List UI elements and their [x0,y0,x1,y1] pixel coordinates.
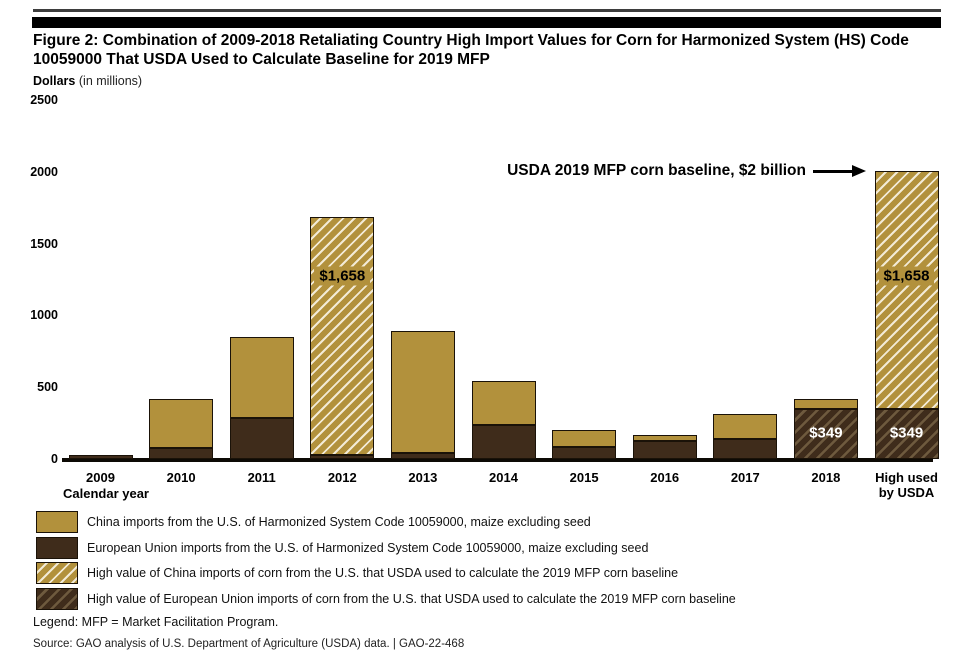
segment-value-label: $1,658 [878,266,935,286]
segment-value-label: $349 [809,424,843,442]
bar-segment-eu-solid [149,448,214,459]
bar-segment-china-solid [713,413,778,439]
bar-2012: $1,658 [310,217,375,459]
source-line: Source: GAO analysis of U.S. Department … [33,638,465,650]
bar-segment-eu-hatch [793,408,858,459]
bar-2011 [229,336,294,459]
y-tick-label: 2500 [30,93,58,107]
bar-2010 [149,398,214,459]
legend-item: European Union imports from the U.S. of … [36,536,736,559]
baseline-annotation: USDA 2019 MFP corn baseline, $2 billion [507,162,866,180]
y-axis-title-note: (in millions) [78,74,143,88]
annotation-arrow-line [813,169,852,173]
bar-segment-eu-solid [632,441,697,459]
bar-chart: 2500 2000 1500 1000 500 0 $1,658 $349 $1,658 $34… [30,93,939,501]
bar-2013 [390,331,455,459]
x-tick-label: 2015 [569,470,599,485]
legend-swatch-eu-solid [36,536,78,559]
bar-2009 [68,454,133,459]
x-tick-label: 2016 [650,470,680,485]
legend-label: China imports from the U.S. of Harmonize… [87,515,591,529]
bar-segment-china-solid [552,429,617,448]
bar-segment-china-solid [793,398,858,409]
bar-segment-china-solid [390,331,455,453]
x-axis-line [62,458,933,462]
legend-label: High value of China imports of corn from… [87,566,679,580]
bar-segment-eu-hatch [874,408,939,459]
x-tick-label: 2009 [86,470,115,485]
bar-high-used-by-usda: $1,658 $349 [874,170,939,459]
segment-value-label: $349 [889,424,924,442]
x-tick-label: 2011 [247,470,276,485]
bar-segment-eu-solid [471,424,536,459]
x-tick-label: 2012 [327,470,357,485]
bar-2015 [552,429,617,459]
y-tick-label: 1000 [30,308,58,323]
x-tick-label: 2010 [166,470,196,485]
bar-segment-eu-solid [552,447,617,459]
bar-segment-china-solid [149,398,214,449]
x-tick-label: 2014 [489,470,518,485]
legend-note: Legend: MFP = Market Facilitation Progra… [33,615,279,629]
legend-item: High value of China imports of corn from… [36,562,736,584]
bar-segment-eu-solid [310,455,375,459]
legend-swatch-eu-hatch [36,587,78,610]
bar-segment-china-hatch [874,170,939,409]
y-tick-label: 500 [37,380,58,395]
x-axis-title: Calendar year [63,486,149,501]
bar-segment-eu-solid [229,418,294,459]
bar-2018: $349 [793,398,858,459]
bar-segment-china-hatch [310,217,375,456]
x-tick-label: High used by USDA [875,470,938,500]
bar-segment-china-solid [632,434,697,442]
legend-label: European Union imports from the U.S. of … [87,540,649,555]
bar-segment-china-solid [471,381,536,425]
legend-label: High value of European Union imports of … [87,591,736,606]
x-tick-label: 2017 [730,470,760,485]
legend-swatch-china-solid [36,511,78,533]
bar-segment-eu-solid [390,452,455,459]
bar-2014 [471,381,536,459]
bar-segment-eu-solid [68,454,133,459]
bar-segment-china-solid [229,336,294,419]
baseline-annotation-text: USDA 2019 MFP corn baseline, $2 billion [507,162,806,179]
segment-value-label: $1,658 [314,266,371,286]
bar-2016 [632,434,697,459]
y-tick-label: 0 [51,452,58,466]
y-axis-title-bold: Dollars [33,74,76,88]
x-tick-label: 2013 [408,470,438,485]
annotation-arrow-head-icon [852,165,866,177]
chart-legend: China imports from the U.S. of Harmonize… [36,511,736,613]
figure-title: Figure 2: Combination of 2009-2018 Retal… [33,32,909,68]
x-tick-label: 2018 [811,470,841,485]
y-tick-label: 1500 [30,236,58,251]
y-axis-title: Dollars (in millions) [33,74,142,88]
legend-swatch-china-hatch [36,562,78,584]
bar-2017 [713,413,778,459]
header-black-bar [32,17,941,28]
legend-item: China imports from the U.S. of Harmonize… [36,511,736,533]
legend-item: High value of European Union imports of … [36,587,736,610]
y-tick-label: 2000 [30,164,58,179]
top-divider-line [33,9,941,12]
bar-segment-eu-solid [713,438,778,459]
